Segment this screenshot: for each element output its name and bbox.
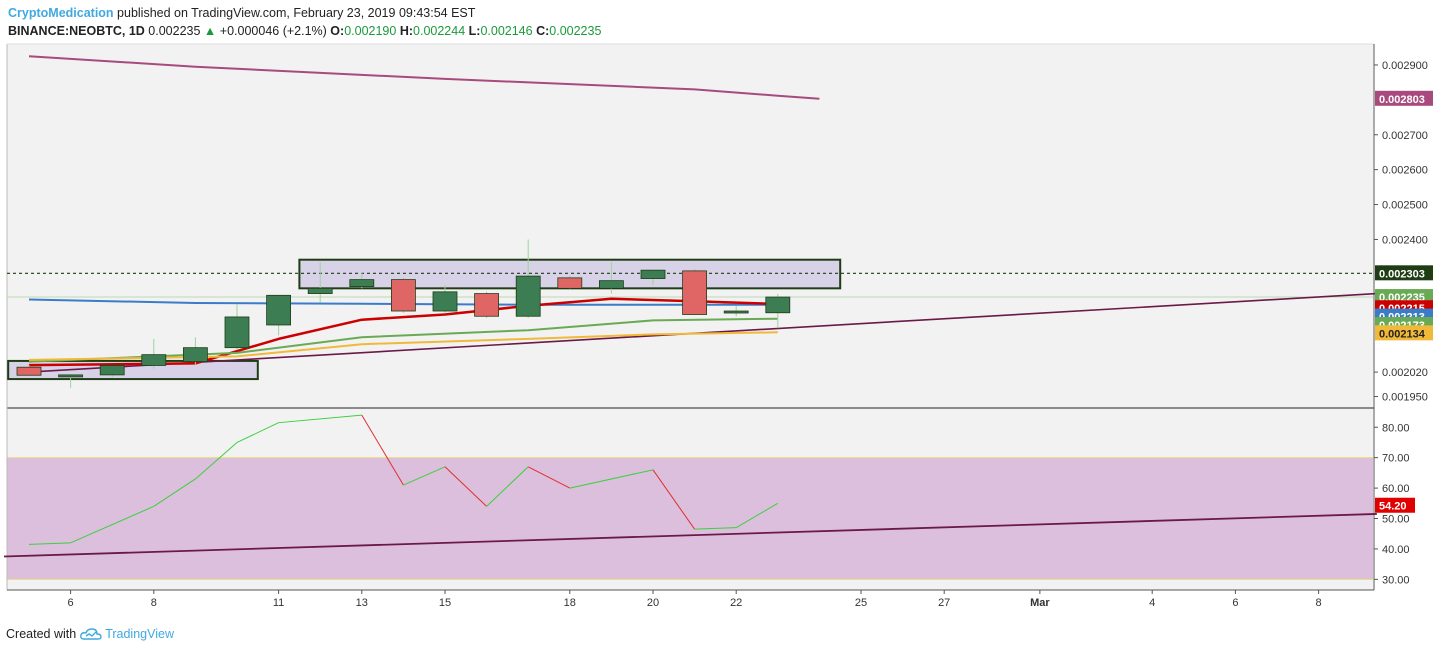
rsi-line-segment (70, 505, 155, 544)
moving-average-red (28, 297, 778, 367)
price-change: +0.000046 (+2.1%) (219, 24, 327, 38)
chart-header: CryptoMedication published on TradingVie… (8, 4, 601, 40)
publish-info: published on TradingView.com, February 2… (117, 6, 476, 20)
open-value: 0.002190 (344, 24, 397, 38)
candle[interactable] (682, 270, 707, 315)
price-tick-label: 0.002700 (1382, 130, 1428, 142)
candle[interactable] (640, 269, 666, 279)
candle[interactable] (432, 291, 458, 312)
price-tag-label: 0.002803 (1379, 94, 1425, 106)
candle[interactable] (224, 316, 250, 349)
up-arrow-icon: ▲ (203, 24, 217, 38)
time-tick-label: 20 (647, 597, 659, 609)
price-tick-label: 0.002020 (1382, 367, 1428, 379)
rsi-line-segment (652, 469, 696, 530)
price-tag-label: 0.002134 (1379, 328, 1426, 340)
candle[interactable] (58, 374, 83, 378)
tradingview-link[interactable]: TradingView (80, 627, 174, 641)
price-tag (1375, 325, 1433, 341)
rsi-line-segment (278, 414, 362, 424)
rsi-line-segment (28, 542, 71, 545)
candle[interactable] (474, 293, 500, 317)
rsi-current-tag-label: 54.20 (1379, 501, 1407, 513)
rsi-tick-label: 40.00 (1382, 544, 1410, 556)
price-tick-label: 0.002900 (1382, 60, 1428, 72)
symbol-line: BINANCE:NEOBTC, 1D 0.002235 ▲ +0.000046 … (8, 22, 601, 40)
candle[interactable] (765, 296, 791, 314)
price-tick-label: 0.002600 (1382, 165, 1428, 177)
candle[interactable] (266, 294, 292, 326)
tradingview-brand: TradingView (105, 627, 174, 641)
candle[interactable] (349, 279, 375, 287)
created-with-label: Created with (6, 627, 77, 641)
rsi-line-segment (527, 466, 571, 489)
candle[interactable] (141, 354, 167, 366)
time-tick-label: 22 (730, 597, 742, 609)
moving-average-purple (28, 55, 820, 100)
time-tick-label: 15 (439, 597, 451, 609)
low-label: L: (468, 24, 481, 38)
candle[interactable] (182, 347, 208, 363)
rsi-line-segment (486, 466, 529, 507)
time-tick-label: 13 (356, 597, 368, 609)
price-tag-label: 0.002303 (1379, 268, 1425, 280)
rsi-band (7, 457, 1373, 580)
candle[interactable] (307, 287, 333, 294)
rsi-line-segment (735, 502, 779, 529)
rsi-tick-label: 30.00 (1382, 574, 1410, 586)
rsi-tick-label: 80.00 (1382, 422, 1410, 434)
price-tick-label: 0.001950 (1382, 392, 1428, 404)
candle[interactable] (723, 310, 749, 314)
tradingview-cloud-icon (80, 628, 102, 640)
rsi-line-segment (694, 527, 737, 530)
rsi-tick-label: 50.00 (1382, 514, 1410, 526)
moving-average-blue (28, 298, 778, 306)
time-tick-label: 6 (1232, 597, 1238, 609)
candle[interactable] (16, 366, 42, 376)
time-tick-label: Mar (1030, 597, 1050, 609)
low-value: 0.002146 (480, 24, 533, 38)
main-pane-background[interactable] (7, 44, 1373, 407)
rsi-line-segment (195, 442, 238, 480)
rsi-current-tag (1375, 497, 1415, 513)
time-tick-label: 8 (151, 597, 157, 609)
time-tick-label: 6 (68, 597, 74, 609)
candle[interactable] (557, 277, 583, 289)
close-label: C: (536, 24, 550, 38)
rsi-trendline[interactable] (4, 513, 1377, 558)
footer: Created with TradingView (6, 627, 174, 641)
rsi-line-segment (569, 469, 654, 489)
open-label: O: (330, 24, 345, 38)
rsi-line-segment (444, 466, 487, 507)
candle[interactable] (390, 279, 416, 312)
price-tick-label: 0.002500 (1382, 200, 1428, 212)
time-tick-label: 27 (938, 597, 950, 609)
last-price: 0.002235 (148, 24, 201, 38)
high-label: H: (399, 24, 414, 38)
high-value: 0.002244 (413, 24, 466, 38)
rsi-line-segment (361, 414, 404, 486)
time-tick-label: 4 (1149, 597, 1155, 609)
time-tick-label: 8 (1316, 597, 1322, 609)
candle[interactable] (515, 275, 541, 317)
price-tick-label: 0.002400 (1382, 234, 1428, 246)
close-value: 0.002235 (549, 24, 602, 38)
rsi-line-segment (236, 422, 279, 443)
rsi-line-segment (153, 478, 196, 507)
rsi-tick-label: 70.00 (1382, 453, 1410, 465)
time-tick-label: 25 (855, 597, 867, 609)
rsi-line-segment (403, 466, 446, 486)
price-tag (1375, 90, 1433, 106)
price-tag (1375, 265, 1433, 281)
candle[interactable] (599, 280, 624, 289)
symbol-label: BINANCE:NEOBTC, 1D (8, 24, 145, 38)
publish-line: CryptoMedication published on TradingVie… (8, 4, 601, 22)
time-tick-label: 11 (273, 597, 284, 609)
candle[interactable] (99, 365, 125, 376)
time-tick-label: 18 (564, 597, 576, 609)
rsi-tick-label: 60.00 (1382, 483, 1410, 495)
author-link[interactable]: CryptoMedication (8, 6, 114, 20)
